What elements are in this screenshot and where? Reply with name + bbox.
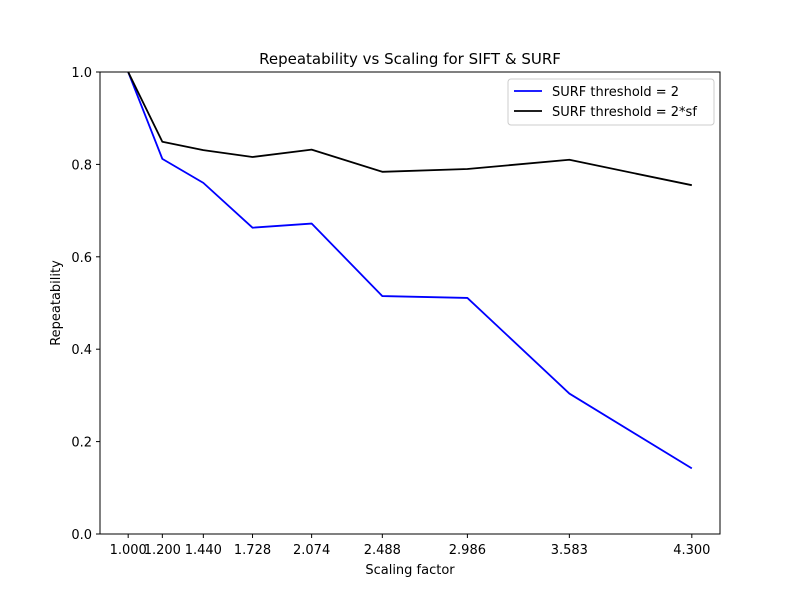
legend-box <box>507 78 715 126</box>
series-line-1 <box>127 71 693 470</box>
legend-items: SURF threshold = 2 SURF threshold = 2*sf <box>514 85 697 120</box>
series-layer <box>127 71 693 470</box>
y-tick-label: 1.0 <box>71 66 92 81</box>
series-line-2 <box>127 71 693 187</box>
x-tick-label: 2.488 <box>364 543 401 558</box>
x-tick-label: 1.000 <box>110 543 147 558</box>
y-axis-ticks: 0.0 0.2 0.4 0.6 0.8 1.0 <box>71 66 100 543</box>
x-tick-label: 2.986 <box>449 543 486 558</box>
legend: SURF threshold = 2 SURF threshold = 2*sf <box>507 78 715 126</box>
x-tick-label: 3.583 <box>551 543 588 558</box>
y-tick-label: 0.4 <box>71 343 92 358</box>
legend-label-1: SURF threshold = 2 <box>552 85 679 100</box>
y-tick-label: 0.0 <box>71 528 92 543</box>
x-tick-label: 1.728 <box>234 543 271 558</box>
plot-area <box>100 72 720 534</box>
x-tick-label: 1.440 <box>185 543 222 558</box>
y-tick-label: 0.8 <box>71 158 92 173</box>
y-tick-label: 0.6 <box>71 251 92 266</box>
y-tick-label: 0.2 <box>71 436 92 451</box>
y-axis-label: Repeatability <box>49 260 64 346</box>
x-axis-label: Scaling factor <box>365 563 455 578</box>
x-tick-label: 1.200 <box>144 543 181 558</box>
legend-label-2: SURF threshold = 2*sf <box>552 105 697 120</box>
chart-title: Repeatability vs Scaling for SIFT & SURF <box>259 50 561 68</box>
plot-frame <box>99 71 721 535</box>
x-tick-label: 4.300 <box>673 543 710 558</box>
x-tick-label: 2.074 <box>293 543 330 558</box>
